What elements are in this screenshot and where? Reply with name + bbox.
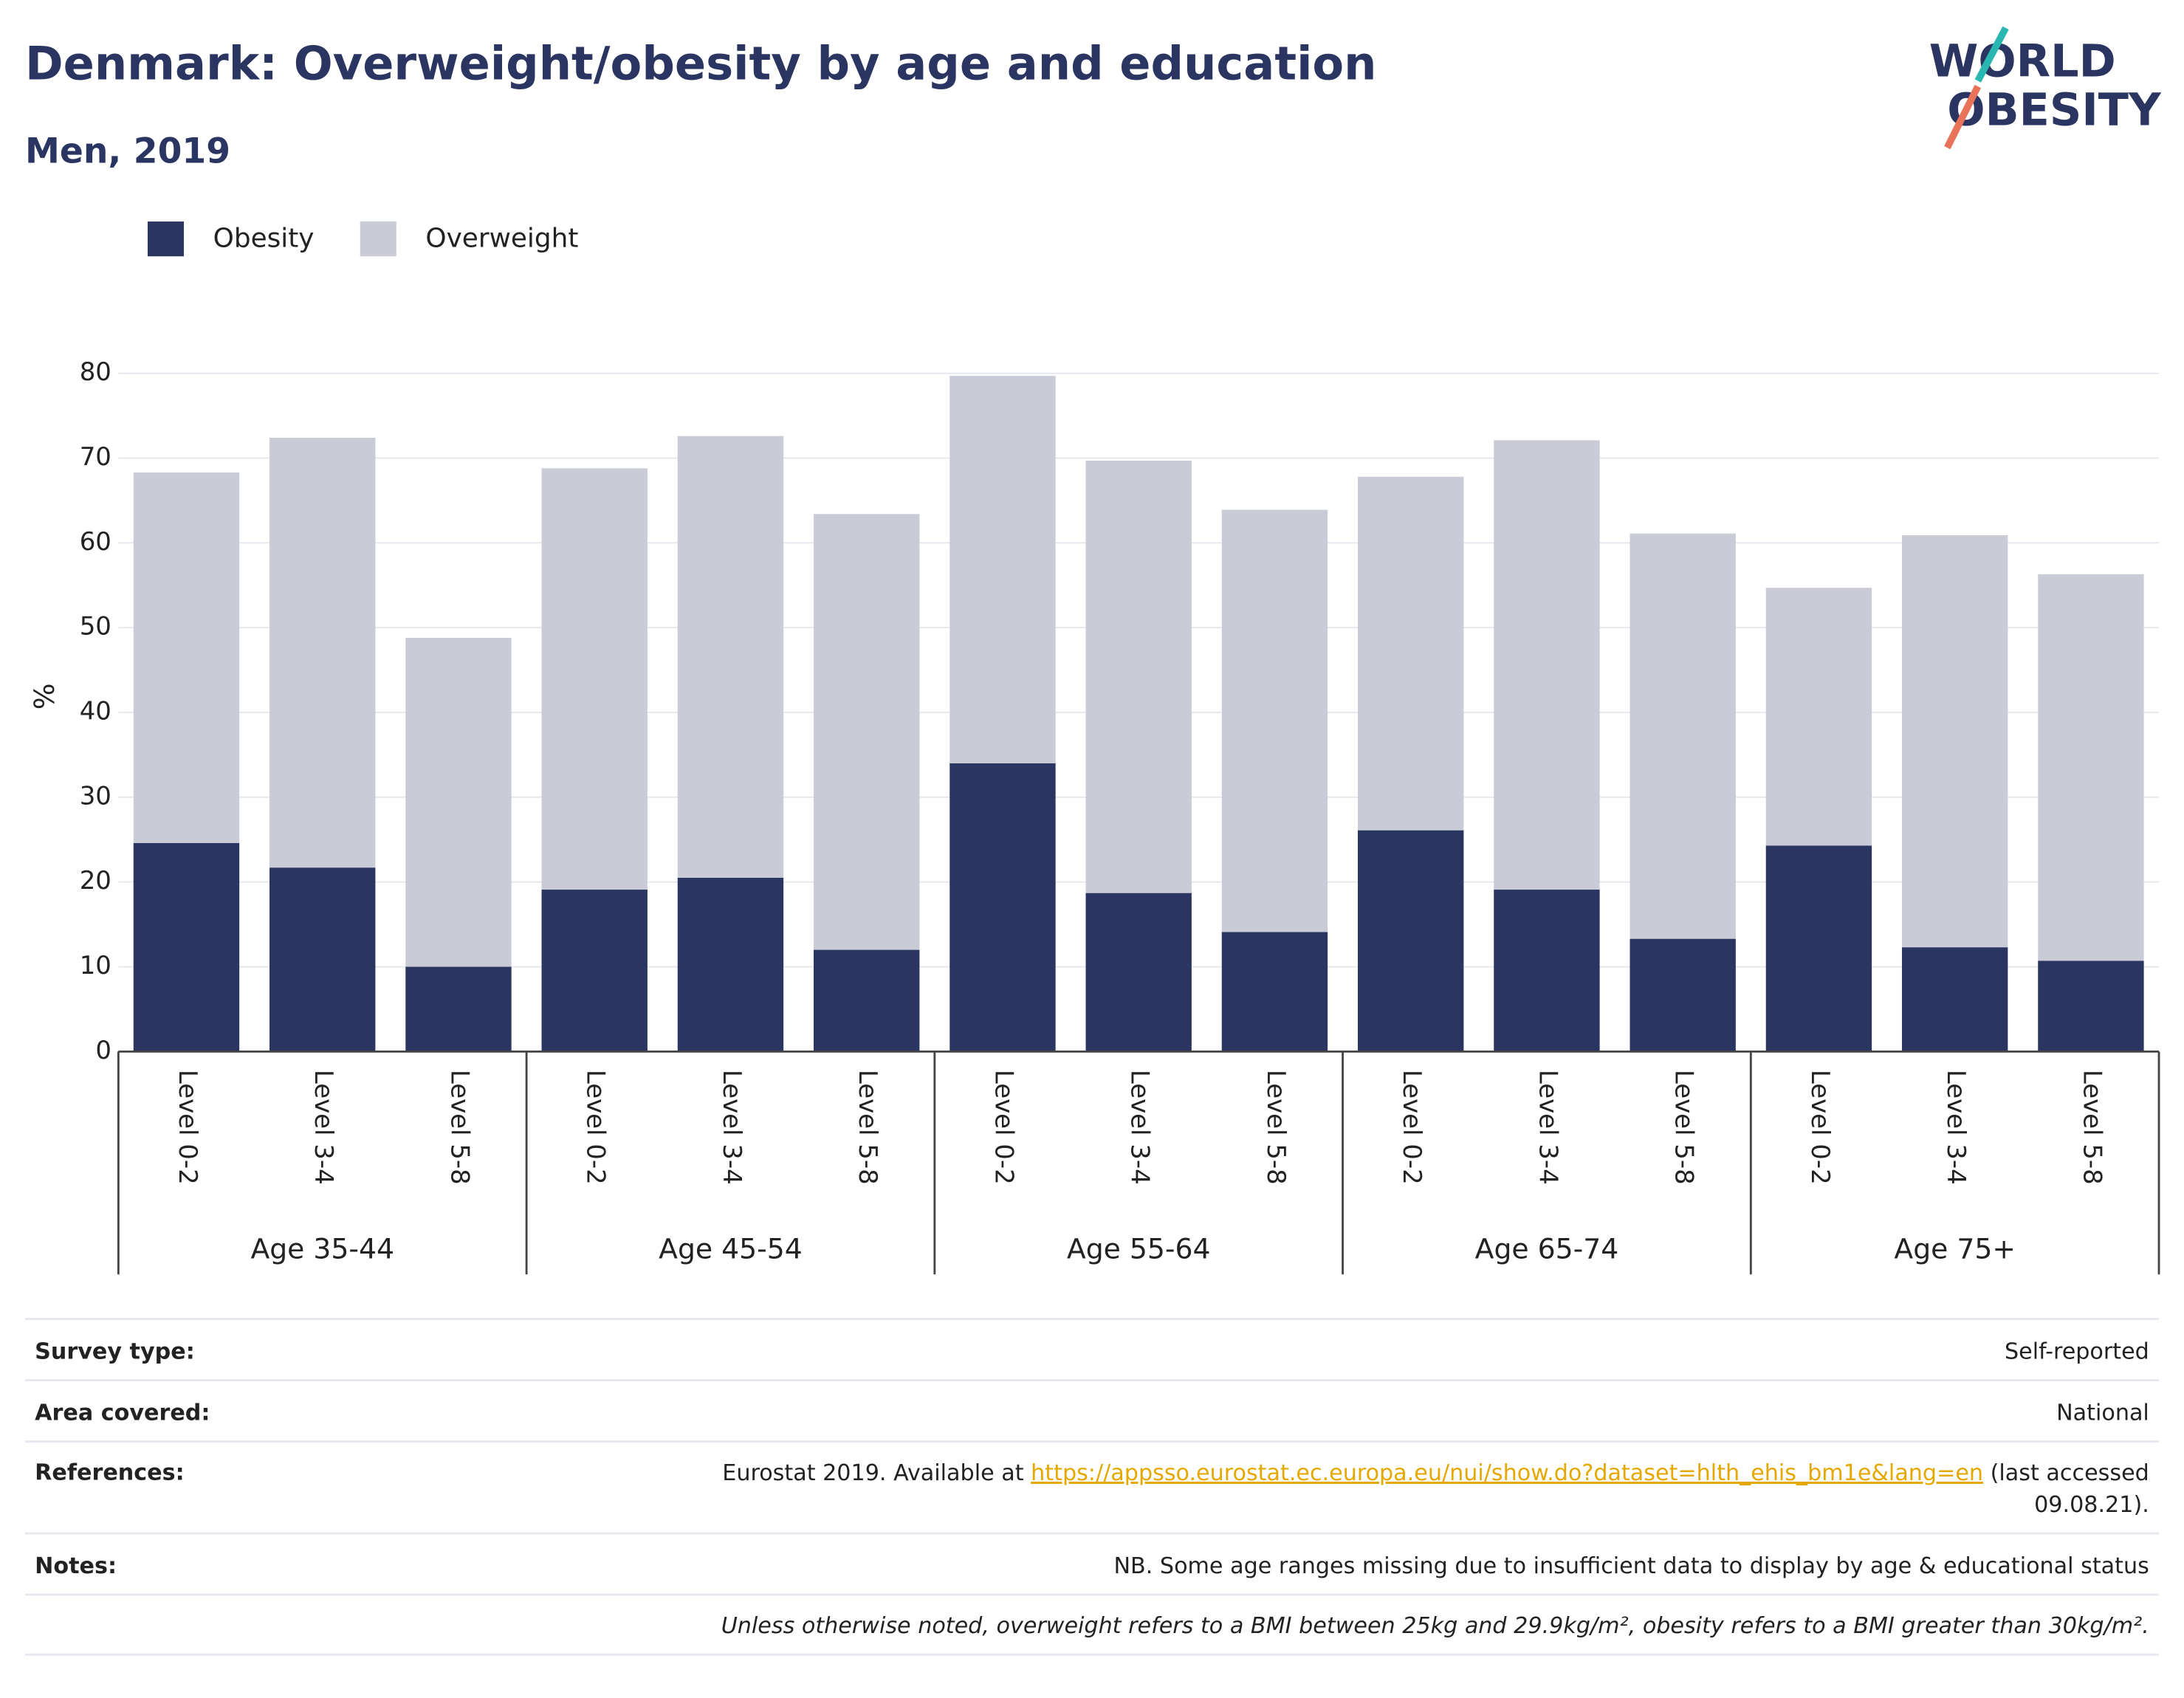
x-tick-label: Level 5-8 <box>2077 1070 2106 1185</box>
bar-segment <box>1221 509 1328 932</box>
bar-segment <box>1358 476 1464 831</box>
bar-segment <box>1085 893 1192 1052</box>
bar-segment <box>2038 574 2144 961</box>
logo-stroke <box>1974 26 2009 83</box>
y-tick-label: 0 <box>95 1036 111 1065</box>
x-tick-label: Level 3-4 <box>1125 1070 1155 1185</box>
y-axis-label: % <box>28 683 61 709</box>
y-tick-label: 80 <box>80 357 111 387</box>
bar-segment <box>677 436 784 878</box>
legend-swatch <box>360 221 396 257</box>
row-value: Self-reported <box>2005 1338 2149 1364</box>
row-label: Notes: <box>35 1553 117 1579</box>
bar-segment <box>1358 830 1464 1052</box>
x-tick-label: Level 0-2 <box>1805 1070 1835 1185</box>
bar-segment <box>269 437 376 868</box>
bar-segment <box>133 472 240 843</box>
bar-segment <box>541 890 648 1052</box>
row-label: Survey type: <box>35 1338 195 1364</box>
info-table: Survey type: Self-reported Area covered: Na… <box>24 1318 2160 1656</box>
bar-segment <box>2038 960 2144 1052</box>
x-tick-label: Level 0-2 <box>173 1070 202 1185</box>
bar-segment <box>1901 535 2008 948</box>
x-tick-label: Level 5-8 <box>444 1070 474 1185</box>
group-label: Age 45-54 <box>659 1233 803 1265</box>
y-tick-label: 30 <box>80 781 111 811</box>
x-tick-label: Level 5-8 <box>1669 1070 1699 1185</box>
bar-segment <box>814 514 920 950</box>
y-tick-label: 20 <box>80 866 111 896</box>
bar-segment <box>814 949 920 1052</box>
x-tick-label: Level 0-2 <box>581 1070 611 1185</box>
reference-text: Eurostat 2019. Available at <box>722 1460 1031 1485</box>
y-tick-label: 70 <box>80 442 111 472</box>
logo-text: OBESITY <box>1947 84 2162 136</box>
logo-stroke <box>1944 84 1982 150</box>
bar-segment <box>405 966 512 1052</box>
bar-segment <box>1494 890 1600 1052</box>
group-label: Age 55-64 <box>1067 1233 1211 1265</box>
bar-segment <box>1494 440 1600 890</box>
group-label: Age 75+ <box>1894 1233 2016 1265</box>
group-label: Age 35-44 <box>250 1233 394 1265</box>
x-tick-label: Level 5-8 <box>1261 1070 1291 1185</box>
bar-segment <box>1085 460 1192 893</box>
x-tick-label: Level 3-4 <box>1941 1070 1971 1185</box>
group-label: Age 65-74 <box>1475 1233 1619 1265</box>
bar-segment <box>1901 947 2008 1052</box>
bar-segment <box>950 376 1056 763</box>
row-value: National <box>2056 1400 2149 1426</box>
bar-segment <box>1630 938 1736 1052</box>
x-tick-label: Level 5-8 <box>853 1070 882 1185</box>
bar-segment <box>1765 845 1872 1052</box>
reference-text: Eurostat 2019. Available at https://apps… <box>722 1460 2149 1485</box>
reference-text: (last accessed <box>1983 1460 2149 1485</box>
x-tick-label: Level 0-2 <box>1397 1070 1426 1185</box>
bar-segment <box>269 867 376 1052</box>
x-tick-label: Level 3-4 <box>717 1070 746 1185</box>
y-tick-label: 10 <box>80 951 111 980</box>
row-label: Area covered: <box>35 1400 210 1426</box>
row-value: 09.08.21). <box>2034 1492 2149 1518</box>
legend-label: Overweight <box>425 224 578 254</box>
bar-segment <box>1765 588 1872 846</box>
reference-link[interactable]: https://appsso.eurostat.ec.europa.eu/nui… <box>1031 1460 1983 1485</box>
row-value: NB. Some age ranges missing due to insuf… <box>1113 1553 2149 1579</box>
bar-segment <box>1630 533 1736 939</box>
chart-title: Denmark: Overweight/obesity by age and e… <box>25 37 1377 91</box>
y-tick-label: 50 <box>80 612 111 642</box>
chart-subtitle: Men, 2019 <box>25 131 230 172</box>
bar-segment <box>405 637 512 967</box>
bar-segment <box>950 763 1056 1052</box>
legend-label: Obesity <box>213 224 315 254</box>
bar-segment <box>541 468 648 890</box>
logo: WORLD OBESITY <box>1929 26 2162 150</box>
row-label: References: <box>35 1460 184 1485</box>
x-tick-label: Level 0-2 <box>989 1070 1018 1185</box>
bar-segment <box>1221 932 1328 1052</box>
y-tick-label: 40 <box>80 697 111 726</box>
bar-segment <box>133 842 240 1052</box>
x-tick-label: Level 3-4 <box>1533 1070 1562 1185</box>
legend-swatch <box>147 221 185 257</box>
x-tick-label: Level 3-4 <box>309 1070 338 1185</box>
bar-segment <box>677 877 784 1052</box>
row-value: Unless otherwise noted, overweight refer… <box>721 1613 2149 1639</box>
logo-text: WORLD <box>1929 35 2116 87</box>
y-tick-label: 60 <box>80 527 111 557</box>
